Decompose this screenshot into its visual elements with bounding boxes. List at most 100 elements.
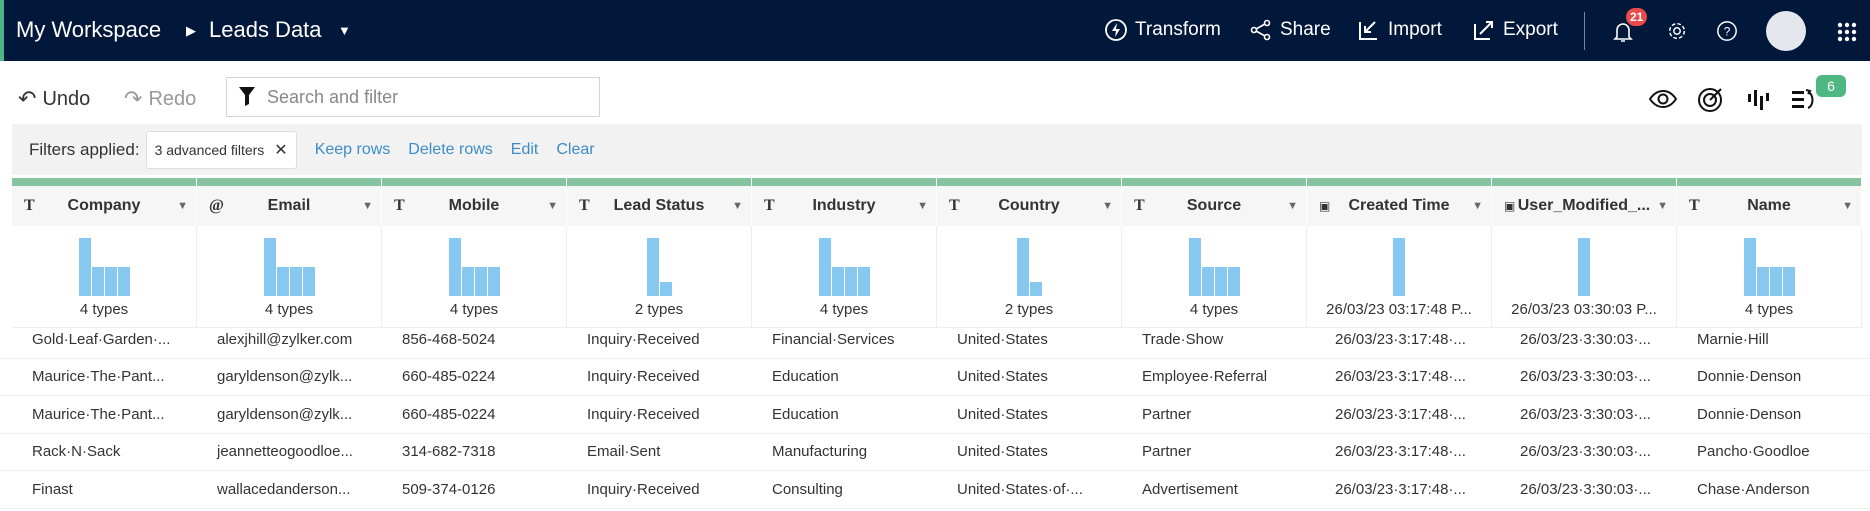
table-cell[interactable]: Consulting [772,480,843,498]
table-cell[interactable]: 509-374-0126 [402,480,496,498]
table-cell[interactable]: United·States [957,443,1048,461]
table-row[interactable]: Gold·Leaf·Garden·... alexjhill@zylker.com… [0,321,1870,359]
table-cell[interactable]: Manufacturing [772,443,868,461]
column-summary[interactable]: 4 types [752,226,937,327]
table-cell[interactable]: 26/03/23·3:30:03·... [1520,405,1651,423]
chevron-down-icon[interactable]: ▼ [732,200,743,212]
column-header[interactable]: T Country ▼ [937,186,1122,226]
table-cell[interactable]: Finast [32,480,73,498]
table-cell[interactable]: United·States [957,368,1048,386]
table-cell[interactable]: jeannetteogoodloe... [217,443,353,461]
column-summary[interactable]: 4 types [1677,226,1862,327]
breadcrumb-workspace[interactable]: My Workspace [16,17,162,42]
undo-button[interactable]: ↶ Undo [18,86,90,112]
keep-rows-link[interactable]: Keep rows [314,140,391,158]
table-cell[interactable]: Donnie·Denson [1697,405,1802,423]
chevron-down-icon[interactable]: ▼ [917,200,928,212]
column-header[interactable]: T Industry ▼ [752,186,937,226]
clear-link[interactable]: Clear [556,140,595,158]
table-cell[interactable]: 660-485-0224 [402,368,496,386]
column-header[interactable]: @ Email ▼ [197,186,382,226]
table-cell[interactable]: Maurice·The·Pant... [32,405,165,423]
table-cell[interactable]: Inquiry·Received [587,405,700,423]
table-cell[interactable]: 660-485-0224 [402,405,496,423]
search-input[interactable]: Search and filter [226,77,600,117]
table-cell[interactable]: garyldenson@zylk... [217,405,353,423]
edit-link[interactable]: Edit [510,140,539,158]
table-row[interactable]: Rack·N·Sack jeannetteogoodloe... 314-682-7… [0,434,1870,471]
table-cell[interactable]: Inquiry·Received [587,368,700,386]
table-cell[interactable]: United·States [957,330,1048,348]
share-button[interactable]: Share [1249,18,1331,42]
table-cell[interactable]: wallacedanderson... [217,480,351,498]
table-cell[interactable]: garyldenson@zylk... [217,368,353,386]
column-header[interactable]: T Mobile ▼ [382,186,567,226]
table-cell[interactable]: Donnie·Denson [1697,368,1802,386]
table-cell[interactable]: 26/03/23·3:17:48·... [1335,405,1466,423]
chevron-down-icon[interactable]: ▼ [177,200,188,212]
close-icon[interactable]: ✕ [274,141,288,159]
eye-icon[interactable] [1648,84,1678,114]
table-row[interactable]: Maurice·The·Pant... garyldenson@zylk... 66… [0,359,1870,396]
chevron-down-icon[interactable]: ▼ [1102,200,1113,212]
column-header[interactable]: T Name ▼ [1677,186,1862,226]
apps-grid-icon[interactable] [1837,22,1857,42]
avatar[interactable] [1766,11,1806,51]
table-cell[interactable]: Financial·Services [772,330,895,348]
column-summary[interactable]: 4 types [382,226,567,327]
table-cell[interactable]: 26/03/23·3:30:03·... [1520,330,1651,348]
column-header[interactable]: T Company ▼ [12,186,197,226]
table-cell[interactable]: Advertisement [1142,480,1238,498]
table-row[interactable]: Maurice·The·Pant... garyldenson@zylk... 66… [0,396,1870,434]
table-cell[interactable]: Email·Sent [587,443,661,461]
column-summary[interactable]: 4 types [197,226,382,327]
table-cell[interactable]: 26/03/23·3:30:03·... [1520,368,1651,386]
column-summary[interactable]: 4 types [1122,226,1307,327]
table-cell[interactable]: Education [772,405,839,423]
table-cell[interactable]: 26/03/23·3:17:48·... [1335,330,1466,348]
target-icon[interactable] [1696,84,1726,114]
column-summary[interactable]: 4 types [12,226,197,327]
table-cell[interactable]: United·States·of·... [957,480,1083,498]
table-cell[interactable]: Chase·Anderson [1697,480,1810,498]
column-header[interactable]: ▣ User_Modified_... ▼ [1492,186,1677,226]
column-summary[interactable]: 2 types [937,226,1122,327]
chevron-down-icon[interactable]: ▼ [1287,200,1298,212]
column-header[interactable]: T Lead Status ▼ [567,186,752,226]
table-cell[interactable]: Rack·N·Sack [32,443,121,461]
table-cell[interactable]: 314-682-7318 [402,443,496,461]
table-cell[interactable]: 856-468-5024 [402,330,496,348]
table-cell[interactable]: Partner [1142,443,1192,461]
chevron-down-icon[interactable]: ▼ [547,200,558,212]
chevron-down-icon[interactable]: ▼ [362,200,373,212]
history-icon[interactable] [1790,84,1820,114]
redo-button[interactable]: ↷ Redo [124,86,196,112]
table-cell[interactable]: Maurice·The·Pant... [32,368,165,386]
table-row[interactable]: Finast wallacedanderson... 509-374-0126 Inq… [0,471,1870,509]
chevron-down-icon[interactable]: ▼ [1472,200,1483,212]
column-header[interactable]: T Source ▼ [1122,186,1307,226]
column-header[interactable]: ▣ Created Time ▼ [1307,186,1492,226]
delete-rows-link[interactable]: Delete rows [408,140,493,158]
table-cell[interactable]: Marnie·Hill [1697,330,1769,348]
table-cell[interactable]: Education [772,368,839,386]
table-cell[interactable]: Partner [1142,405,1192,423]
table-cell[interactable]: Employee·Referral [1142,368,1268,386]
table-cell[interactable]: 26/03/23·3:17:48·... [1335,443,1466,461]
column-summary[interactable]: 26/03/23 03:17:48 P... [1307,226,1492,327]
table-cell[interactable]: 26/03/23·3:17:48·... [1335,480,1466,498]
bell-icon[interactable] [1612,20,1634,44]
table-cell[interactable]: 26/03/23·3:30:03·... [1520,443,1651,461]
table-cell[interactable]: Inquiry·Received [587,330,700,348]
transform-button[interactable]: Transform [1104,18,1221,42]
data-quality-icon[interactable] [1744,84,1774,114]
table-cell[interactable]: United·States [957,405,1048,423]
table-cell[interactable]: 26/03/23·3:17:48·... [1335,368,1466,386]
table-cell[interactable]: Inquiry·Received [587,480,700,498]
chevron-down-icon[interactable]: ▼ [1842,200,1853,212]
gear-icon[interactable] [1666,20,1688,42]
table-cell[interactable]: 26/03/23·3:30:03·... [1520,480,1651,498]
column-summary[interactable]: 2 types [567,226,752,327]
column-summary[interactable]: 26/03/23 03:30:03 P... [1492,226,1677,327]
table-cell[interactable]: Pancho·Goodloe [1697,443,1810,461]
